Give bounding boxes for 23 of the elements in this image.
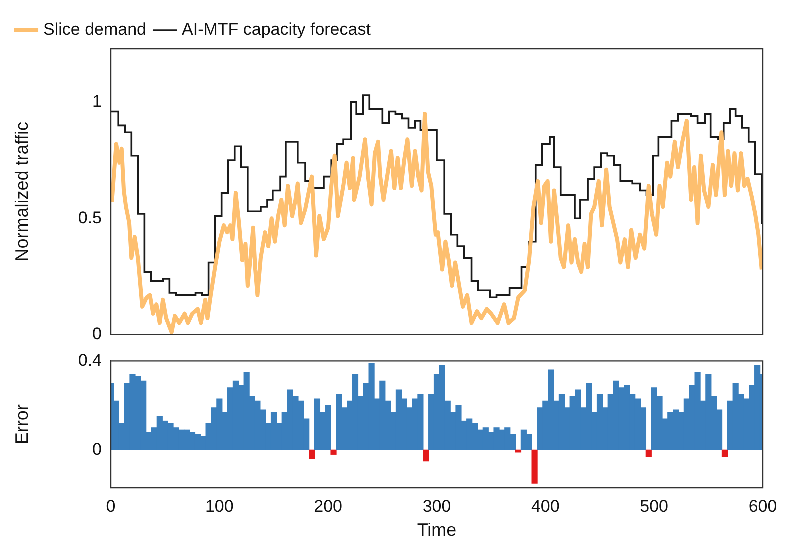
x-tick-label: 200 [314,496,343,516]
y-tick-label: 0.5 [78,208,102,228]
bar [308,450,316,460]
y-tick-label: 0 [92,440,102,459]
y-axis-title: Normalized traffic [12,122,32,262]
x-axis-title: Time [417,520,457,540]
y-axis-title: Error [12,404,32,445]
x-tick-label: 100 [205,496,234,516]
y-tick-label: 0 [92,324,102,344]
y-tick-label: 1 [92,92,102,112]
legend-label: Slice demand [44,20,147,40]
bar [722,450,728,458]
legend-label: AI-MTF capacity forecast [182,20,372,40]
bar [423,450,430,462]
x-tick-label: 300 [422,496,452,516]
bar [646,450,652,458]
bar [330,450,337,455]
x-tick-label: 400 [531,496,560,516]
y-tick-label: 0.4 [78,350,102,370]
bar [532,450,538,484]
x-tick-label: 600 [748,496,778,516]
x-tick-label: 0 [106,496,116,516]
x-tick-label: 500 [640,496,669,516]
